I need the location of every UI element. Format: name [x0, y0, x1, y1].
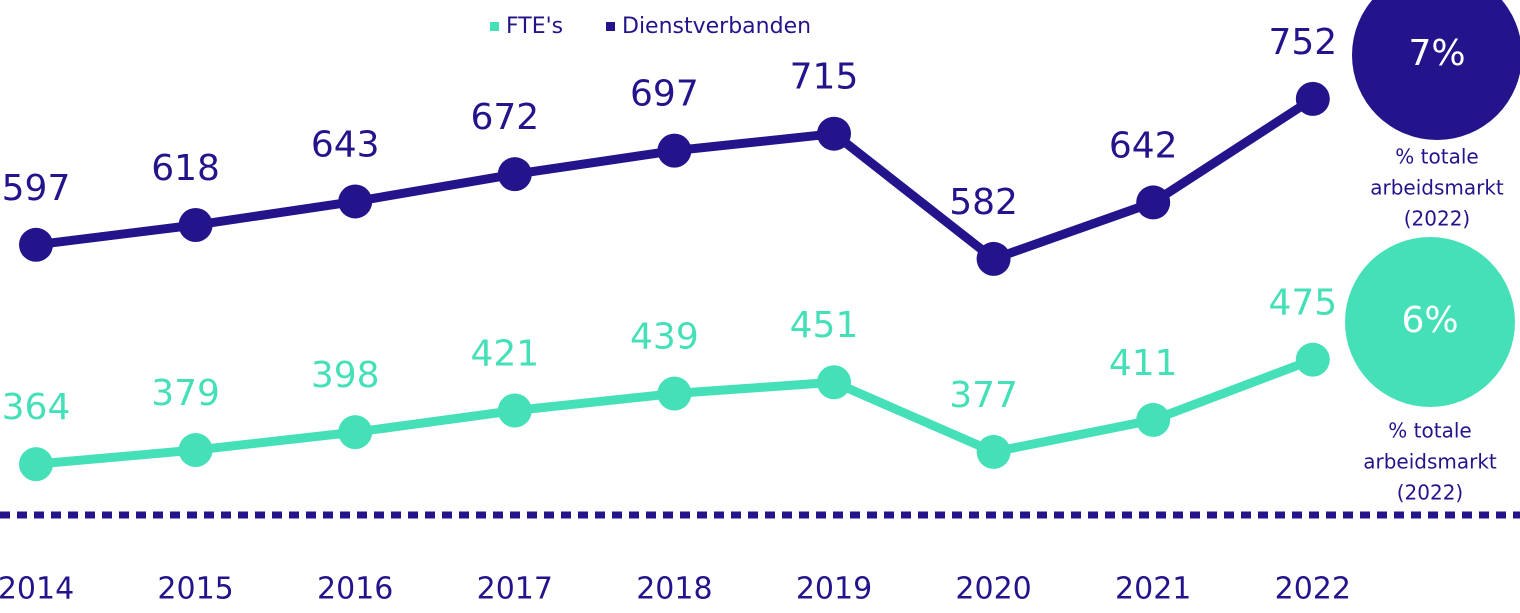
data-label: 439: [630, 317, 699, 358]
data-label: 697: [630, 74, 699, 115]
data-label: 451: [790, 305, 859, 346]
callout-caption: % totale: [1388, 419, 1471, 443]
data-label: 597: [2, 168, 71, 209]
x-tick-label: 2015: [157, 572, 233, 607]
data-label: 377: [949, 375, 1018, 416]
data-point: [976, 434, 1011, 469]
data-point: [657, 376, 692, 411]
data-point: [657, 133, 692, 168]
callout-caption: arbeidsmarkt: [1363, 450, 1497, 474]
legend-label: FTE's: [506, 14, 563, 39]
callout-caption: % totale: [1395, 145, 1478, 169]
callout-caption: (2022): [1404, 207, 1471, 231]
data-point: [817, 365, 851, 400]
data-point: [1136, 185, 1171, 220]
callout-caption: arbeidsmarkt: [1370, 176, 1504, 200]
x-tick-label: 2021: [1115, 572, 1191, 607]
data-label: 411: [1109, 343, 1178, 384]
legend-label: Dienstverbanden: [622, 14, 811, 39]
data-point: [338, 184, 373, 219]
data-label: 379: [151, 373, 220, 414]
data-point: [19, 227, 53, 262]
data-label: 364: [2, 387, 71, 428]
data-label: 475: [1268, 283, 1337, 324]
data-point: [497, 157, 532, 192]
legend-swatch: [606, 22, 615, 31]
data-label: 398: [311, 355, 380, 396]
legend-swatch: [490, 22, 499, 31]
callout-circle: [1352, 0, 1520, 140]
data-label: 715: [790, 57, 859, 98]
data-label: 582: [949, 182, 1018, 223]
data-label: 643: [311, 124, 380, 165]
data-point: [1295, 81, 1330, 116]
series-line: [35, 95, 1316, 264]
data-label: 752: [1268, 22, 1337, 63]
x-tick-label: 2014: [0, 572, 74, 607]
data-point: [1136, 402, 1171, 437]
callout-value: 7%: [1408, 33, 1465, 74]
x-tick-label: 2018: [636, 572, 712, 607]
data-label: 642: [1109, 125, 1178, 166]
data-label: 672: [470, 97, 539, 138]
data-point: [178, 208, 213, 243]
x-tick-label: 2019: [796, 572, 872, 607]
data-point: [19, 447, 53, 482]
data-point: [817, 116, 851, 151]
data-point: [497, 393, 532, 428]
data-label: 421: [470, 333, 539, 374]
callout-circle: [1345, 237, 1515, 407]
data-point: [976, 241, 1011, 276]
data-point: [1295, 342, 1330, 377]
data-point: [338, 415, 373, 450]
x-tick-label: 2016: [317, 572, 393, 607]
x-tick-label: 2017: [477, 572, 553, 607]
data-point: [178, 433, 213, 468]
x-tick-label: 2020: [955, 572, 1031, 607]
callout-value: 6%: [1401, 300, 1458, 341]
data-label: 618: [151, 148, 220, 189]
callout-caption: (2022): [1397, 481, 1464, 505]
x-tick-label: 2022: [1275, 572, 1351, 607]
